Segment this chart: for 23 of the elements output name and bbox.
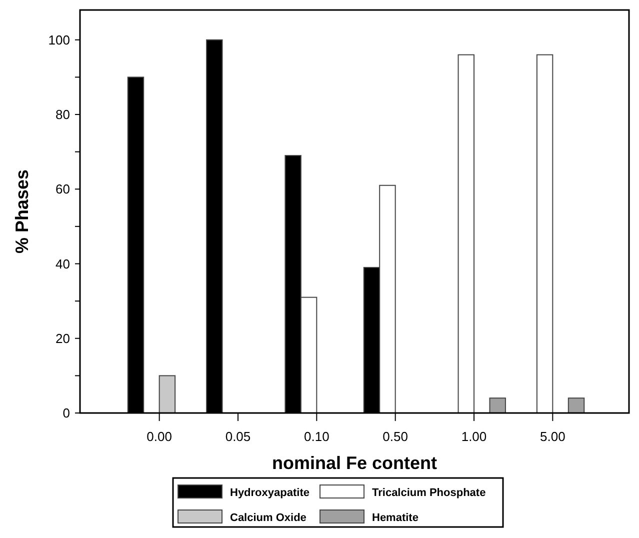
legend-label: Hydroxyapatite <box>230 487 310 499</box>
y-tick-label: 40 <box>56 256 70 272</box>
y-tick-label: 60 <box>56 182 70 197</box>
bar <box>536 54 554 414</box>
bar <box>489 398 506 414</box>
legend-label: Calcium Oxide <box>230 512 306 524</box>
y-tick-label: 100 <box>48 32 70 48</box>
x-tick-label: 0.05 <box>225 429 251 444</box>
y-axis-title: % Phases <box>12 169 32 254</box>
y-tick-label: 80 <box>56 107 70 122</box>
bar <box>458 54 474 414</box>
x-tick-label: 5.00 <box>540 429 566 444</box>
legend-label: Tricalcium Phosphate <box>372 487 486 499</box>
y-tick-label: 0 <box>62 406 70 421</box>
x-tick-label: 0.10 <box>304 429 330 444</box>
x-tick-label: 1.00 <box>461 429 487 444</box>
x-axis-title: nominal Fe content <box>272 453 438 473</box>
bar <box>158 375 176 414</box>
x-tick-label: 0.00 <box>146 429 172 444</box>
x-tick-label: 0.50 <box>382 429 408 444</box>
y-tick-label: 20 <box>56 330 70 346</box>
legend-label: Hematite <box>372 512 418 524</box>
bar <box>568 398 585 414</box>
